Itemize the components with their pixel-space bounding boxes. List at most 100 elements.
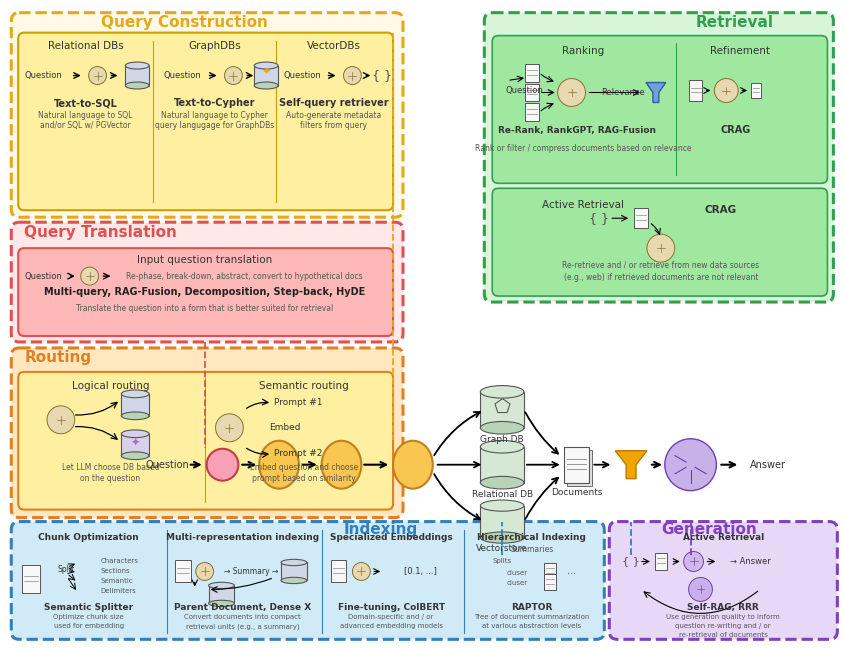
Text: Vectorstore: Vectorstore: [476, 544, 528, 553]
Text: question re-writing and / or: question re-writing and / or: [675, 623, 771, 629]
Ellipse shape: [480, 532, 524, 543]
Text: Embed question and choose: Embed question and choose: [250, 463, 358, 472]
Text: Hierarchical Indexing: Hierarchical Indexing: [478, 533, 587, 542]
Ellipse shape: [281, 577, 307, 584]
Bar: [122, 394, 149, 416]
Ellipse shape: [208, 600, 235, 607]
Ellipse shape: [281, 559, 307, 566]
Text: Multi-query, RAG-Fusion, Decomposition, Step-back, HyDE: Multi-query, RAG-Fusion, Decomposition, …: [44, 287, 365, 297]
Text: Input question translation: Input question translation: [137, 255, 273, 265]
Text: Question: Question: [163, 71, 201, 80]
Text: Multi-representation indexing: Multi-representation indexing: [165, 533, 319, 542]
Text: Auto-generate metadata: Auto-generate metadata: [286, 111, 381, 120]
Text: Embed: Embed: [269, 423, 300, 432]
Text: Summaries: Summaries: [511, 545, 554, 554]
Text: Query Construction: Query Construction: [100, 15, 268, 30]
Text: Question: Question: [145, 459, 189, 470]
Text: Relational DBs: Relational DBs: [48, 41, 123, 51]
Ellipse shape: [254, 62, 278, 69]
Text: re-retrieval of documents: re-retrieval of documents: [679, 632, 768, 638]
Text: Tree of document summarization: Tree of document summarization: [474, 614, 590, 620]
Circle shape: [215, 414, 243, 442]
Ellipse shape: [254, 82, 278, 89]
Circle shape: [225, 67, 242, 84]
Circle shape: [647, 234, 674, 262]
Text: Split: Split: [58, 565, 75, 574]
Circle shape: [684, 551, 704, 572]
Text: cluser: cluser: [507, 581, 528, 586]
Text: Natural language to Cypher: Natural language to Cypher: [161, 111, 268, 120]
Circle shape: [89, 67, 106, 84]
Text: Semantic: Semantic: [100, 579, 133, 584]
Text: Ranking: Ranking: [562, 45, 604, 56]
Bar: [525, 84, 538, 102]
FancyBboxPatch shape: [11, 522, 604, 640]
Text: Re-phase, break-down, abstract, convert to hypothetical docs: Re-phase, break-down, abstract, convert …: [126, 272, 363, 281]
Circle shape: [714, 78, 738, 102]
Bar: [175, 561, 191, 583]
Text: Self-query retriever: Self-query retriever: [279, 98, 388, 108]
Text: Query Translation: Query Translation: [24, 225, 177, 240]
Text: Generation: Generation: [661, 522, 756, 537]
Text: GraphDBs: GraphDBs: [188, 41, 241, 51]
Bar: [751, 82, 761, 98]
Text: Sections: Sections: [100, 568, 130, 575]
Text: Let LLM choose DB based: Let LLM choose DB based: [62, 463, 160, 472]
Text: Rank or filter / compress documents based on relevance: Rank or filter / compress documents base…: [475, 144, 692, 153]
Text: RAPTOR: RAPTOR: [511, 603, 553, 612]
FancyBboxPatch shape: [11, 348, 403, 518]
Text: ✦: ✦: [131, 438, 140, 448]
Text: used for embedding: used for embedding: [53, 623, 124, 629]
Text: Self-RAG, RRR: Self-RAG, RRR: [687, 603, 760, 612]
Text: Re-Rank, RankGPT, RAG-Fusion: Re-Rank, RankGPT, RAG-Fusion: [498, 126, 656, 135]
Bar: [564, 446, 589, 483]
Text: Fine-tuning, ColBERT: Fine-tuning, ColBERT: [338, 603, 445, 612]
Text: Re-retrieve and / or retrieve from new data sources: Re-retrieve and / or retrieve from new d…: [562, 260, 760, 270]
Text: Relational DB: Relational DB: [472, 490, 533, 499]
Text: { }: { }: [372, 69, 392, 82]
Text: VectorDBs: VectorDBs: [306, 41, 360, 51]
Text: cluser: cluser: [507, 570, 528, 577]
Text: Delimiters: Delimiters: [100, 588, 136, 594]
Text: → Answer: → Answer: [730, 557, 771, 566]
Text: Logical routing: Logical routing: [72, 381, 149, 391]
Text: → Summary →: → Summary →: [225, 567, 279, 576]
Circle shape: [689, 577, 712, 601]
FancyBboxPatch shape: [19, 32, 393, 210]
Text: CRAG: CRAG: [704, 205, 737, 215]
Ellipse shape: [208, 583, 235, 588]
Text: Semantic Splitter: Semantic Splitter: [44, 603, 133, 612]
Bar: [331, 561, 347, 583]
Circle shape: [81, 267, 99, 285]
Text: Routing: Routing: [24, 351, 91, 365]
FancyBboxPatch shape: [492, 36, 827, 183]
Bar: [634, 208, 648, 228]
Text: Parent Document, Dense X: Parent Document, Dense X: [174, 603, 311, 612]
Text: Characters: Characters: [100, 559, 138, 564]
Text: { }: { }: [622, 557, 640, 566]
Bar: [254, 65, 278, 86]
Bar: [122, 434, 149, 456]
Bar: [544, 575, 555, 590]
Ellipse shape: [259, 441, 299, 489]
Ellipse shape: [480, 500, 524, 511]
Text: on the question: on the question: [80, 474, 140, 483]
Text: Semantic routing: Semantic routing: [259, 381, 349, 391]
Text: filters from query: filters from query: [300, 121, 367, 130]
Circle shape: [207, 448, 238, 481]
Text: Use generation quality to inform: Use generation quality to inform: [667, 614, 780, 620]
Bar: [480, 505, 524, 538]
Text: Active Retrieval: Active Retrieval: [542, 200, 624, 210]
Text: { }: { }: [589, 212, 609, 225]
Ellipse shape: [393, 441, 433, 489]
Text: Relevance: Relevance: [601, 88, 645, 97]
Ellipse shape: [480, 386, 524, 398]
Ellipse shape: [125, 82, 149, 89]
Bar: [125, 65, 149, 86]
Text: Prompt #1: Prompt #1: [274, 399, 322, 408]
Ellipse shape: [480, 421, 524, 434]
Text: (e.g., web) if retrieved documents are not relevant: (e.g., web) if retrieved documents are n…: [564, 273, 758, 282]
Text: Translate the question into a form that is better suited for retrieval: Translate the question into a form that …: [76, 303, 333, 312]
Bar: [208, 585, 235, 603]
Bar: [544, 564, 555, 579]
